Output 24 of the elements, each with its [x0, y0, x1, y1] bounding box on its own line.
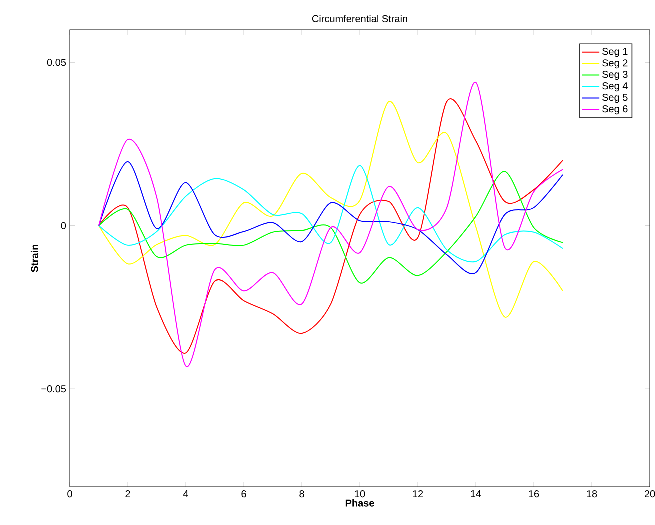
line-series [98, 171, 564, 284]
x-tick-label: 6 [242, 490, 246, 498]
x-tick-label: 20 [644, 490, 655, 498]
x-tick-label: 12 [413, 490, 424, 498]
y-axis-title: Strain [30, 244, 38, 272]
x-tick-label: 18 [587, 490, 598, 498]
chart-title: Circumferential Strain [312, 15, 408, 22]
legend-label: Seg 3 [602, 71, 628, 80]
x-tick-label: 16 [529, 490, 540, 498]
x-tick-label: 2 [126, 490, 130, 498]
legend-label: Seg 2 [602, 60, 628, 69]
legend-label: Seg 6 [602, 106, 628, 115]
y-tick-label: 0 [61, 222, 66, 230]
legend-label: Seg 4 [602, 82, 628, 92]
y-tick-label: −0.05 [42, 386, 66, 393]
y-tick-label: 0.05 [47, 59, 66, 66]
x-tick-label: 14 [471, 490, 482, 498]
x-axis-title: Phase [346, 499, 374, 507]
x-tick-label: 8 [300, 490, 304, 498]
x-tick-label: 10 [355, 490, 366, 498]
x-tick-label: 0 [68, 490, 72, 498]
legend-label: Seg 1 [602, 48, 628, 58]
legend-label: Seg 5 [602, 94, 628, 104]
x-tick-label: 4 [183, 490, 188, 498]
